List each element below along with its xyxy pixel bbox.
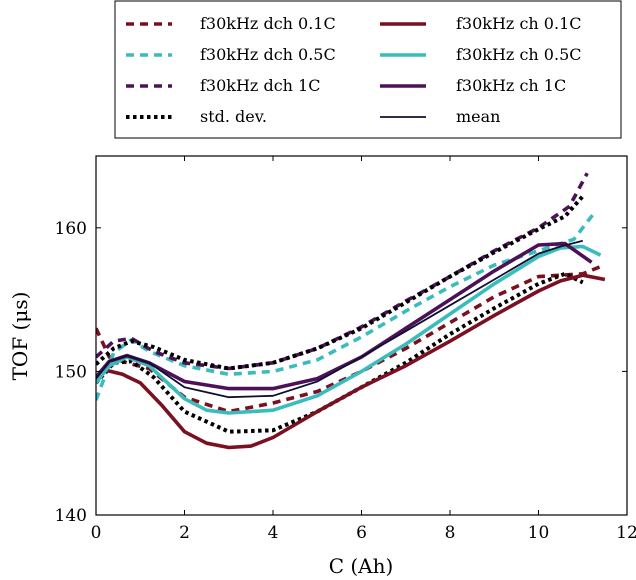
x-tick-label: 10 [528,523,550,543]
x-axis: 0 2 4 6 8 10 12 [91,156,636,543]
x-tick-label: 8 [445,523,456,543]
series-line-f30khz-ch-0-1c-5 [96,273,606,450]
legend-label-f30khz-ch-0-1c: f30kHz ch 0.1C [456,14,581,33]
legend: f30kHz dch 0.1C f30kHz dch 0.5C f30kHz dch… [114,0,622,139]
plot-area: 0 2 4 6 8 10 12 140 150 160 [55,155,636,543]
y-axis-label: TOF (μs) [8,292,32,381]
series-line-f30khz-dch-0-1c-0 [96,264,602,414]
plot-frame [95,155,628,516]
x-tick-label: 2 [179,523,190,543]
legend-label-f30khz-dch-1c: f30kHz dch 1C [200,76,320,95]
legend-label-std-dev: std. dev. [200,107,267,126]
series-line-f30khz-dch-0-5c-1 [96,209,598,401]
series-line-std-dev-3 [96,194,585,371]
series-line-f30khz-ch-0-5c-6 [96,244,602,415]
y-tick-label: 160 [55,219,87,239]
legend-label-f30khz-dch-0-5c: f30kHz dch 0.5C [200,45,336,64]
x-tick-label: 0 [91,523,102,543]
series-line-std-dev-4 [96,271,584,434]
legend-label-mean: mean [456,107,500,126]
series-layer [96,172,606,450]
series-line-mean-8 [96,239,584,399]
x-tick-label: 12 [616,523,636,543]
legend-frame [114,0,622,139]
y-axis: 140 150 160 [55,219,627,526]
y-tick-label: 150 [55,362,87,382]
x-tick-label: 4 [268,523,279,543]
legend-label-f30khz-ch-0-5c: f30kHz ch 0.5C [456,45,581,64]
legend-label-f30khz-ch-1c: f30kHz ch 1C [456,76,566,95]
x-axis-label: C (Ah) [329,554,394,578]
x-tick-label: 6 [356,523,367,543]
legend-label-f30khz-dch-0-1c: f30kHz dch 0.1C [200,14,336,33]
y-tick-label: 140 [55,506,87,526]
